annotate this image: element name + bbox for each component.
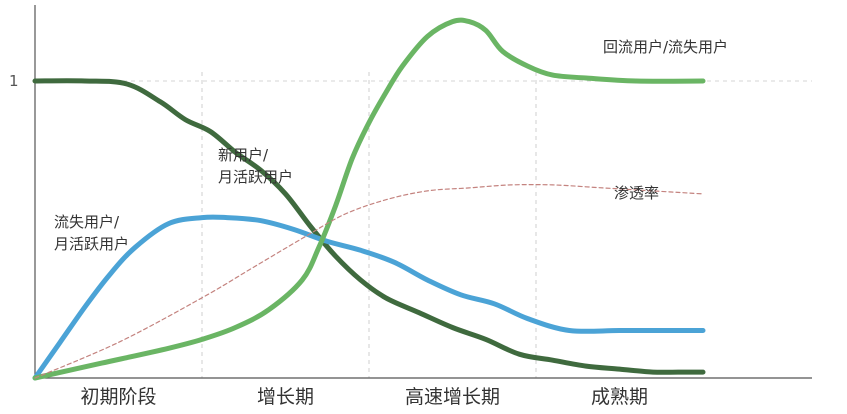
series-annotation: 新用户/月活跃用户 — [218, 146, 293, 186]
series-annotation-line: 流失用户/ — [54, 213, 120, 231]
series-churn-users-line — [32, 214, 706, 381]
series-annotation-line: 回流用户/流失用户 — [603, 38, 728, 56]
series-annotation-line: 月活跃用户 — [54, 235, 129, 253]
y-ticks: 1 — [9, 72, 19, 90]
series-returning-users-line — [32, 17, 706, 381]
series-annotation-line: 渗透率 — [614, 184, 659, 202]
series-new-users-line — [32, 78, 706, 375]
stage-label: 增长期 — [257, 386, 314, 408]
series-annotation-line: 月活跃用户 — [218, 168, 293, 186]
series-annotation: 渗透率 — [614, 184, 659, 202]
stage-label: 高速增长期 — [405, 386, 500, 408]
stage-label: 初期阶段 — [80, 386, 156, 408]
series-annotation: 流失用户/月活跃用户 — [54, 213, 129, 253]
series-annotation: 回流用户/流失用户 — [603, 38, 728, 56]
series-lines — [32, 17, 706, 381]
series-penetration-line — [34, 184, 704, 379]
series-annotation-line: 新用户/ — [218, 146, 269, 164]
stage-labels: 初期阶段 增长期 高速增长期 成熟期 — [80, 386, 648, 408]
stage-label: 成熟期 — [591, 386, 648, 408]
y-tick-label: 1 — [9, 72, 19, 90]
